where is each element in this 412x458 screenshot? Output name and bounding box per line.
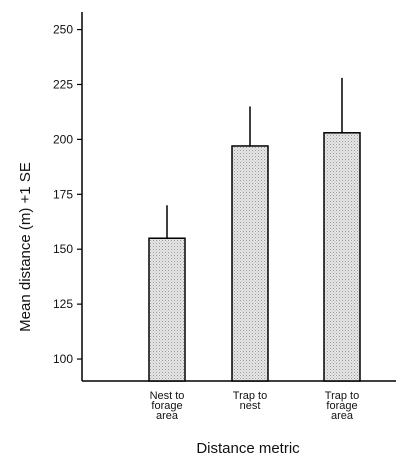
y-tick-label: 225 <box>53 77 73 91</box>
x-category-label: Trap to forage area <box>325 390 359 422</box>
bars <box>148 77 361 382</box>
bar <box>231 145 269 382</box>
y-tick-label: 100 <box>53 352 73 366</box>
y-axis-title: Mean distance (m) +1 SE <box>17 162 34 332</box>
y-tick-label: 150 <box>53 242 73 256</box>
y-tick-label: 125 <box>53 297 73 311</box>
x-category-label: Nest to forage area <box>150 390 185 422</box>
bar <box>148 237 186 382</box>
x-axis-title: Distance metric <box>196 440 300 457</box>
y-tick-label: 200 <box>53 132 73 146</box>
bar <box>323 132 361 382</box>
y-tick-label: 250 <box>53 23 73 37</box>
x-category-label: Trap to nest <box>233 390 267 412</box>
labels: Nest to forage area Trap to nest Trap to forag… <box>150 390 360 422</box>
axes: 100 125 150 175 200 225 250 <box>53 12 396 382</box>
y-tick-label: 175 <box>53 187 73 201</box>
